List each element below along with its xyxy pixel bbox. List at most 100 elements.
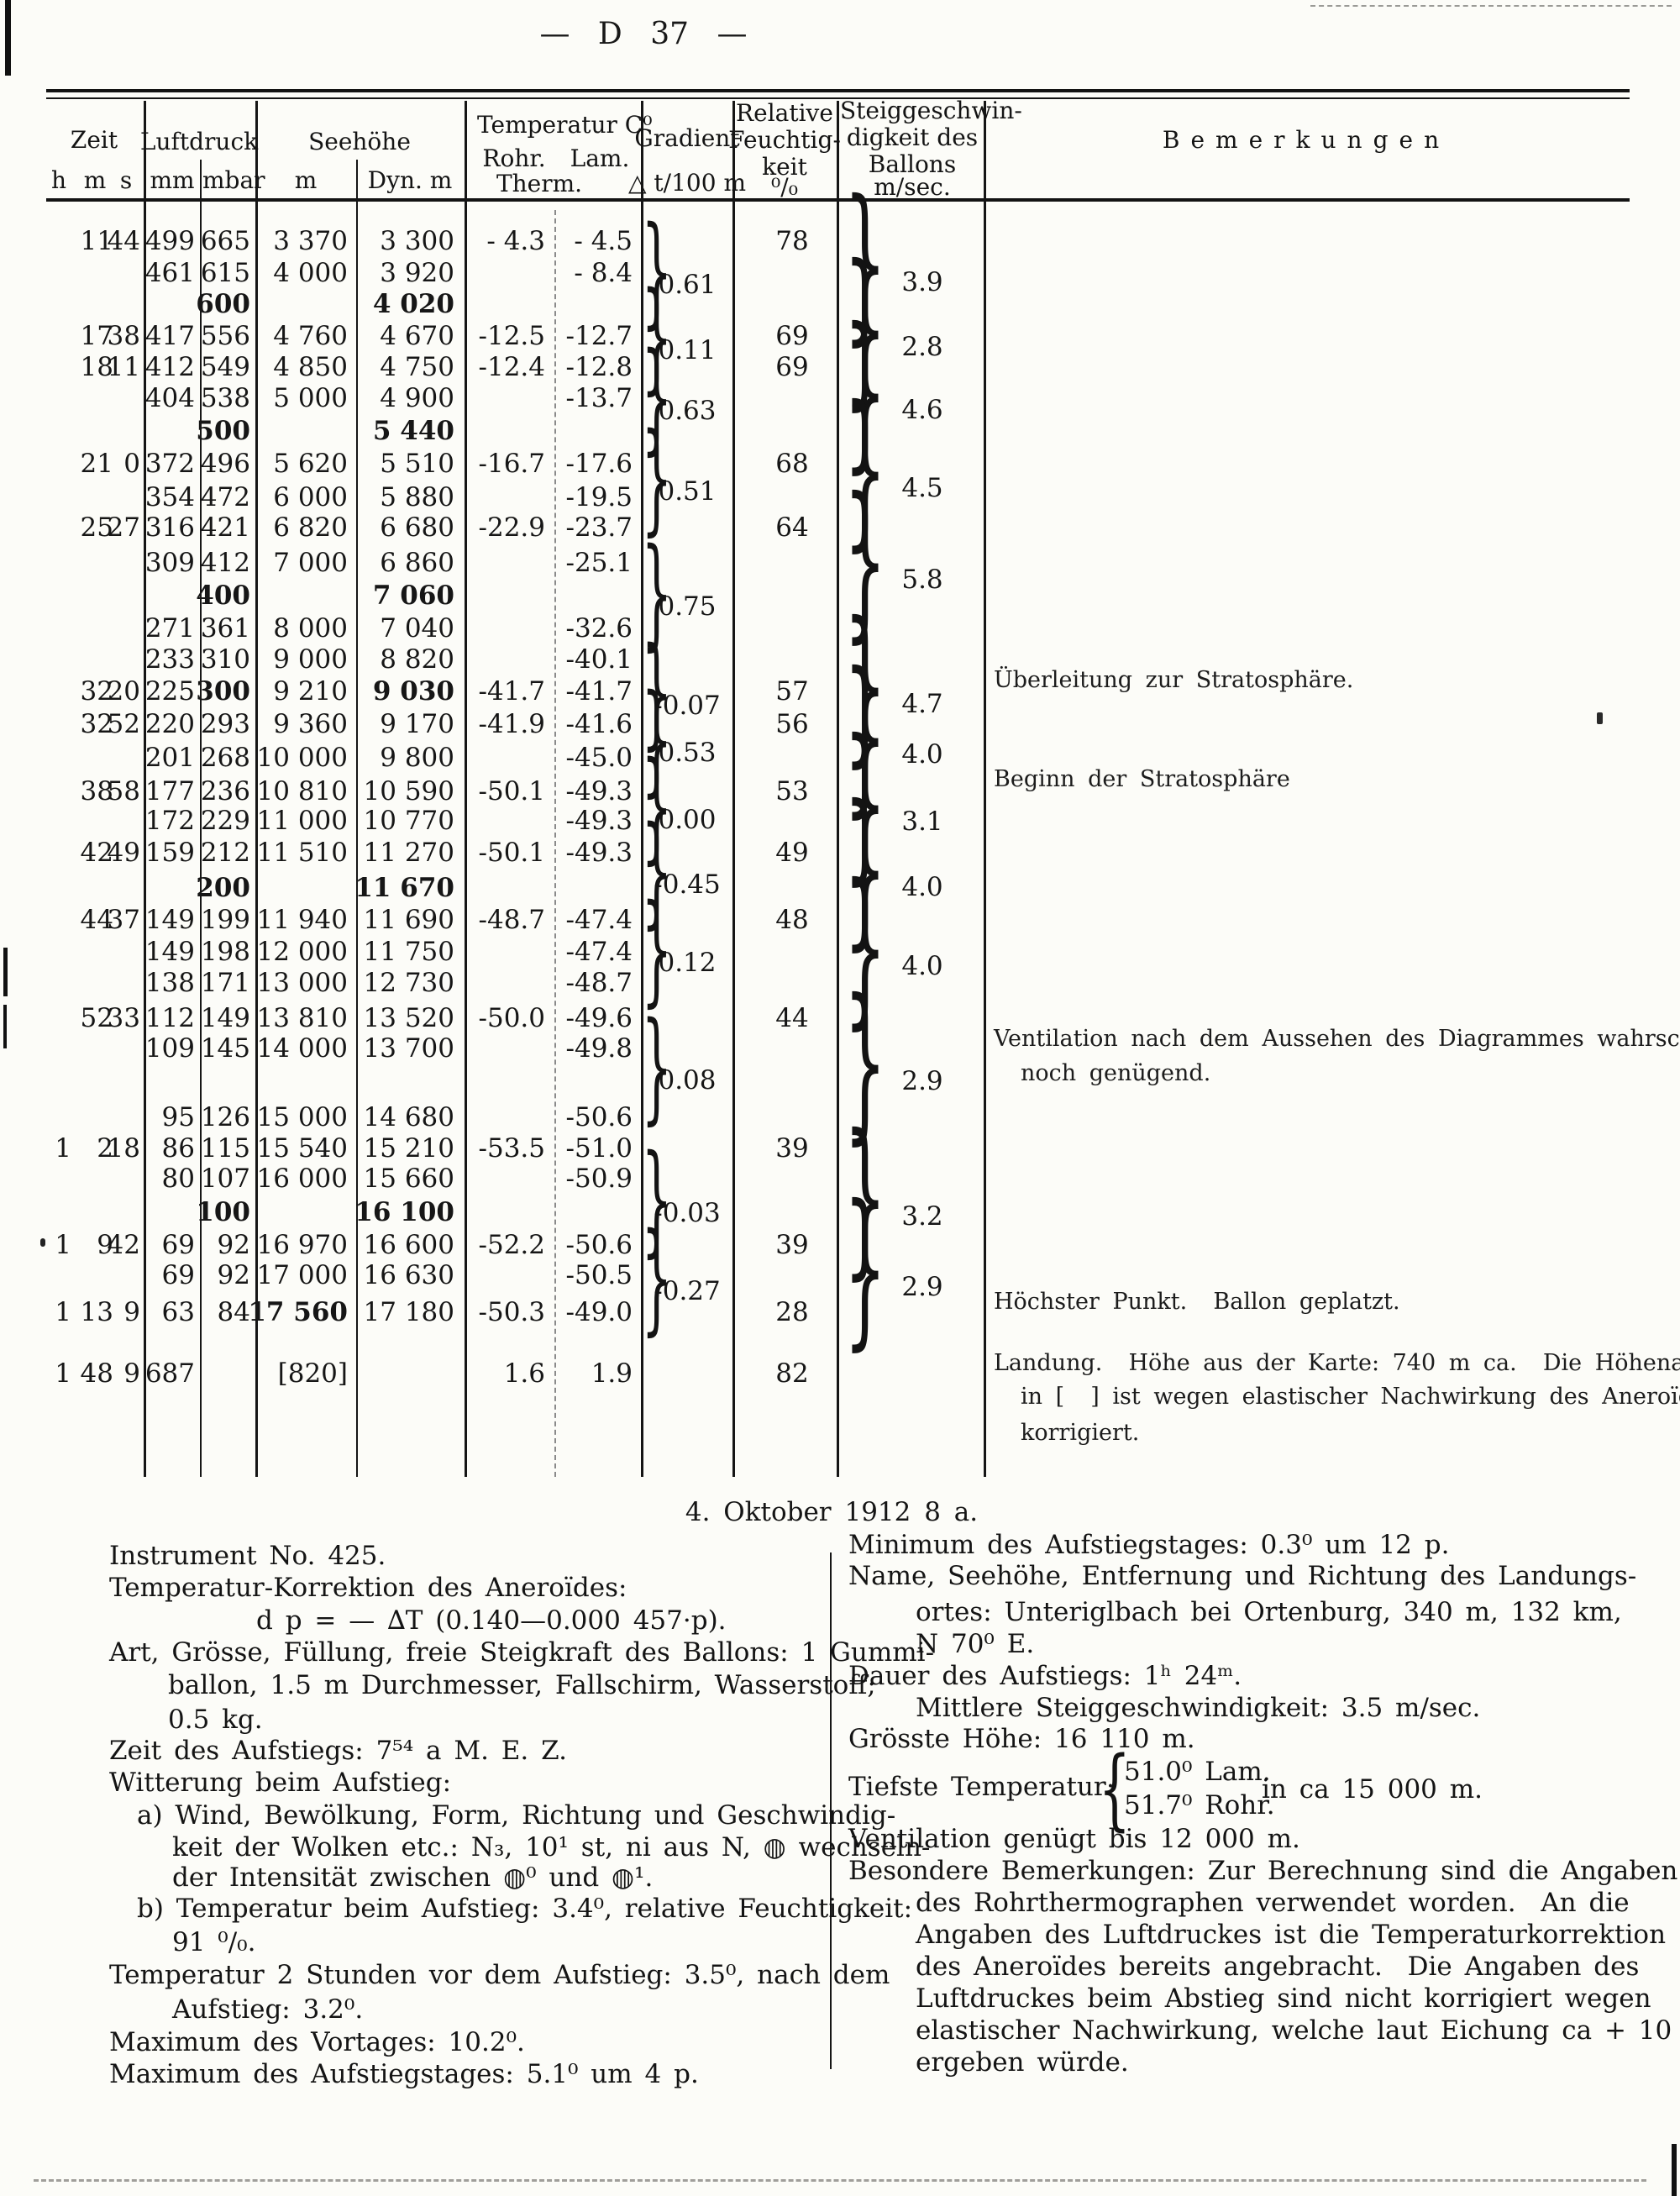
col-header-dyn: Dyn. m bbox=[367, 166, 453, 194]
notes-line: Minimum des Aufstiegstages: 0.3⁰ um 12 p… bbox=[848, 1530, 1450, 1560]
cell-alt: 8 000 bbox=[273, 613, 348, 644]
notes-line: ballon, 1.5 m Durchmesser, Fallschirm, W… bbox=[168, 1670, 876, 1700]
grouping-brace: } bbox=[641, 1206, 673, 1348]
remark-note: Landung. Höhe aus der Karte: 740 m ca. D… bbox=[994, 1350, 1680, 1376]
cell-dyn: 16 600 bbox=[363, 1230, 454, 1260]
cell-s: 38 bbox=[107, 321, 140, 351]
cell-mbar: 268 bbox=[200, 743, 250, 773]
col-header-temperatur: Temperatur C⁰ bbox=[477, 111, 653, 139]
rule-temperatur-gradient bbox=[641, 101, 643, 1477]
cell-lam: -40.1 bbox=[565, 644, 633, 675]
cell-lam: -48.7 bbox=[565, 968, 633, 998]
cell-mm: 233 bbox=[144, 644, 195, 675]
cell-humidity: 39 bbox=[775, 1133, 809, 1164]
cell-mbar: 300 bbox=[196, 676, 250, 707]
cell-lam: -12.7 bbox=[565, 321, 633, 351]
col-header-seehoehe: Seehöhe bbox=[308, 128, 411, 155]
cell-gradient: 0.51 bbox=[658, 476, 717, 507]
cell-alt: 4 850 bbox=[273, 352, 348, 382]
cell-humidity: 78 bbox=[775, 226, 809, 256]
cell-lam: -49.6 bbox=[565, 1003, 633, 1033]
cell-rohr: -41.9 bbox=[478, 709, 546, 739]
scan-artifact bbox=[1672, 2144, 1677, 2196]
cell-mm: 412 bbox=[144, 352, 195, 382]
remark-note: in [ ] ist wegen elastischer Nachwirkung… bbox=[1021, 1384, 1680, 1410]
cell-mm: 149 bbox=[144, 905, 195, 935]
cell-lam: -41.6 bbox=[565, 709, 633, 739]
cell-ascent-speed: 2.9 bbox=[901, 1066, 943, 1096]
cell-humidity: 69 bbox=[775, 321, 809, 351]
cell-mbar: 361 bbox=[200, 613, 250, 644]
cell-h: 1 bbox=[55, 1358, 71, 1389]
cell-alt: 11 510 bbox=[256, 838, 348, 868]
notes-line: 51.0⁰ Lam. bbox=[1124, 1757, 1271, 1787]
cell-mbar: 115 bbox=[200, 1133, 250, 1164]
cell-lam: -49.3 bbox=[565, 776, 633, 806]
remark-note: Beginn der Stratosphäre bbox=[994, 766, 1290, 792]
cell-s: 27 bbox=[107, 512, 140, 543]
notes-line: Angaben des Luftdruckes ist die Temperat… bbox=[916, 1920, 1667, 1950]
col-header-lam: Lam. bbox=[570, 144, 630, 172]
cell-rohr: -41.7 bbox=[478, 676, 546, 707]
scan-artifact bbox=[3, 1005, 7, 1048]
cell-rohr: -22.9 bbox=[478, 512, 546, 543]
cell-mm: 461 bbox=[144, 258, 195, 288]
cell-s: 42 bbox=[107, 1230, 140, 1260]
cell-alt: 11 940 bbox=[256, 905, 348, 935]
rule-luftdruck-seehoehe bbox=[255, 101, 258, 1477]
cell-s: 9 bbox=[123, 1297, 140, 1327]
cell-s: 33 bbox=[107, 1003, 140, 1033]
cell-lam: - 4.5 bbox=[574, 226, 633, 256]
cell-dyn: 4 750 bbox=[380, 352, 454, 382]
notes-line: Besondere Bemerkungen: Zur Berechnung si… bbox=[848, 1856, 1678, 1886]
cell-mm: 69 bbox=[161, 1230, 195, 1260]
scan-artifact bbox=[3, 948, 8, 996]
cell-alt: 11 000 bbox=[256, 806, 348, 836]
cell-mm: 86 bbox=[161, 1133, 195, 1164]
cell-mm: 149 bbox=[144, 937, 195, 967]
notes-line: des Aneroïdes bereits angebracht. Die An… bbox=[916, 1952, 1640, 1982]
cell-humidity: 53 bbox=[775, 776, 809, 806]
cell-gradient: 0.08 bbox=[658, 1065, 717, 1095]
cell-humidity: 39 bbox=[775, 1230, 809, 1260]
cell-h: 1 bbox=[55, 1133, 71, 1164]
cell-dyn: 14 680 bbox=[363, 1102, 454, 1132]
cell-mbar: 84 bbox=[217, 1297, 250, 1327]
cell-dyn: 16 100 bbox=[354, 1197, 454, 1227]
cell-rohr: -50.1 bbox=[478, 776, 546, 806]
notes-line: Luftdruckes beim Abstieg sind nicht korr… bbox=[916, 1983, 1651, 2014]
cell-m: 11 bbox=[80, 226, 113, 256]
col-header-pct: ⁰/₀ bbox=[771, 173, 798, 201]
cell-gradient: -0.27 bbox=[654, 1276, 721, 1306]
cell-rohr: -12.4 bbox=[478, 352, 546, 382]
cell-alt: 13 810 bbox=[256, 1003, 348, 1033]
cell-rohr: -16.7 bbox=[478, 449, 546, 479]
notes-line: Maximum des Vortages: 10.2⁰. bbox=[109, 2027, 525, 2057]
cell-ascent-speed: 2.9 bbox=[901, 1272, 943, 1302]
remark-note: Ventilation nach dem Aussehen des Diagra… bbox=[994, 1026, 1680, 1052]
cell-gradient: 0.63 bbox=[658, 396, 717, 426]
cell-humidity: 64 bbox=[775, 512, 809, 543]
rule-steig-bemerkungen bbox=[984, 101, 986, 1477]
notes-line: ortes: Unteriglbach bei Ortenburg, 340 m… bbox=[916, 1597, 1622, 1627]
cell-alt: 12 000 bbox=[256, 937, 348, 967]
cell-mbar: 412 bbox=[200, 548, 250, 578]
cell-mm: 687 bbox=[144, 1358, 195, 1389]
cell-dyn: 11 270 bbox=[363, 838, 454, 868]
cell-alt: 16 970 bbox=[256, 1230, 348, 1260]
cell-mbar: 556 bbox=[200, 321, 250, 351]
cell-m: 9 bbox=[97, 1230, 113, 1260]
cell-dyn: 10 770 bbox=[363, 806, 454, 836]
scan-artifact bbox=[40, 1238, 45, 1247]
cell-dyn: 8 820 bbox=[380, 644, 454, 675]
cell-s: 18 bbox=[107, 1133, 140, 1164]
col-header-mbar: mbar bbox=[202, 166, 265, 194]
cell-m: 38 bbox=[80, 776, 113, 806]
cell-dyn: 9 170 bbox=[380, 709, 454, 739]
cell-humidity: 48 bbox=[775, 905, 809, 935]
cell-lam: -50.5 bbox=[565, 1260, 633, 1290]
cell-dyn: 13 520 bbox=[363, 1003, 454, 1033]
notes-line: d p = — ∆T (0.140—0.000 457·p). bbox=[256, 1605, 727, 1636]
cell-s: 11 bbox=[107, 352, 140, 382]
col-header-luftdruck: Luftdruck bbox=[139, 128, 259, 155]
